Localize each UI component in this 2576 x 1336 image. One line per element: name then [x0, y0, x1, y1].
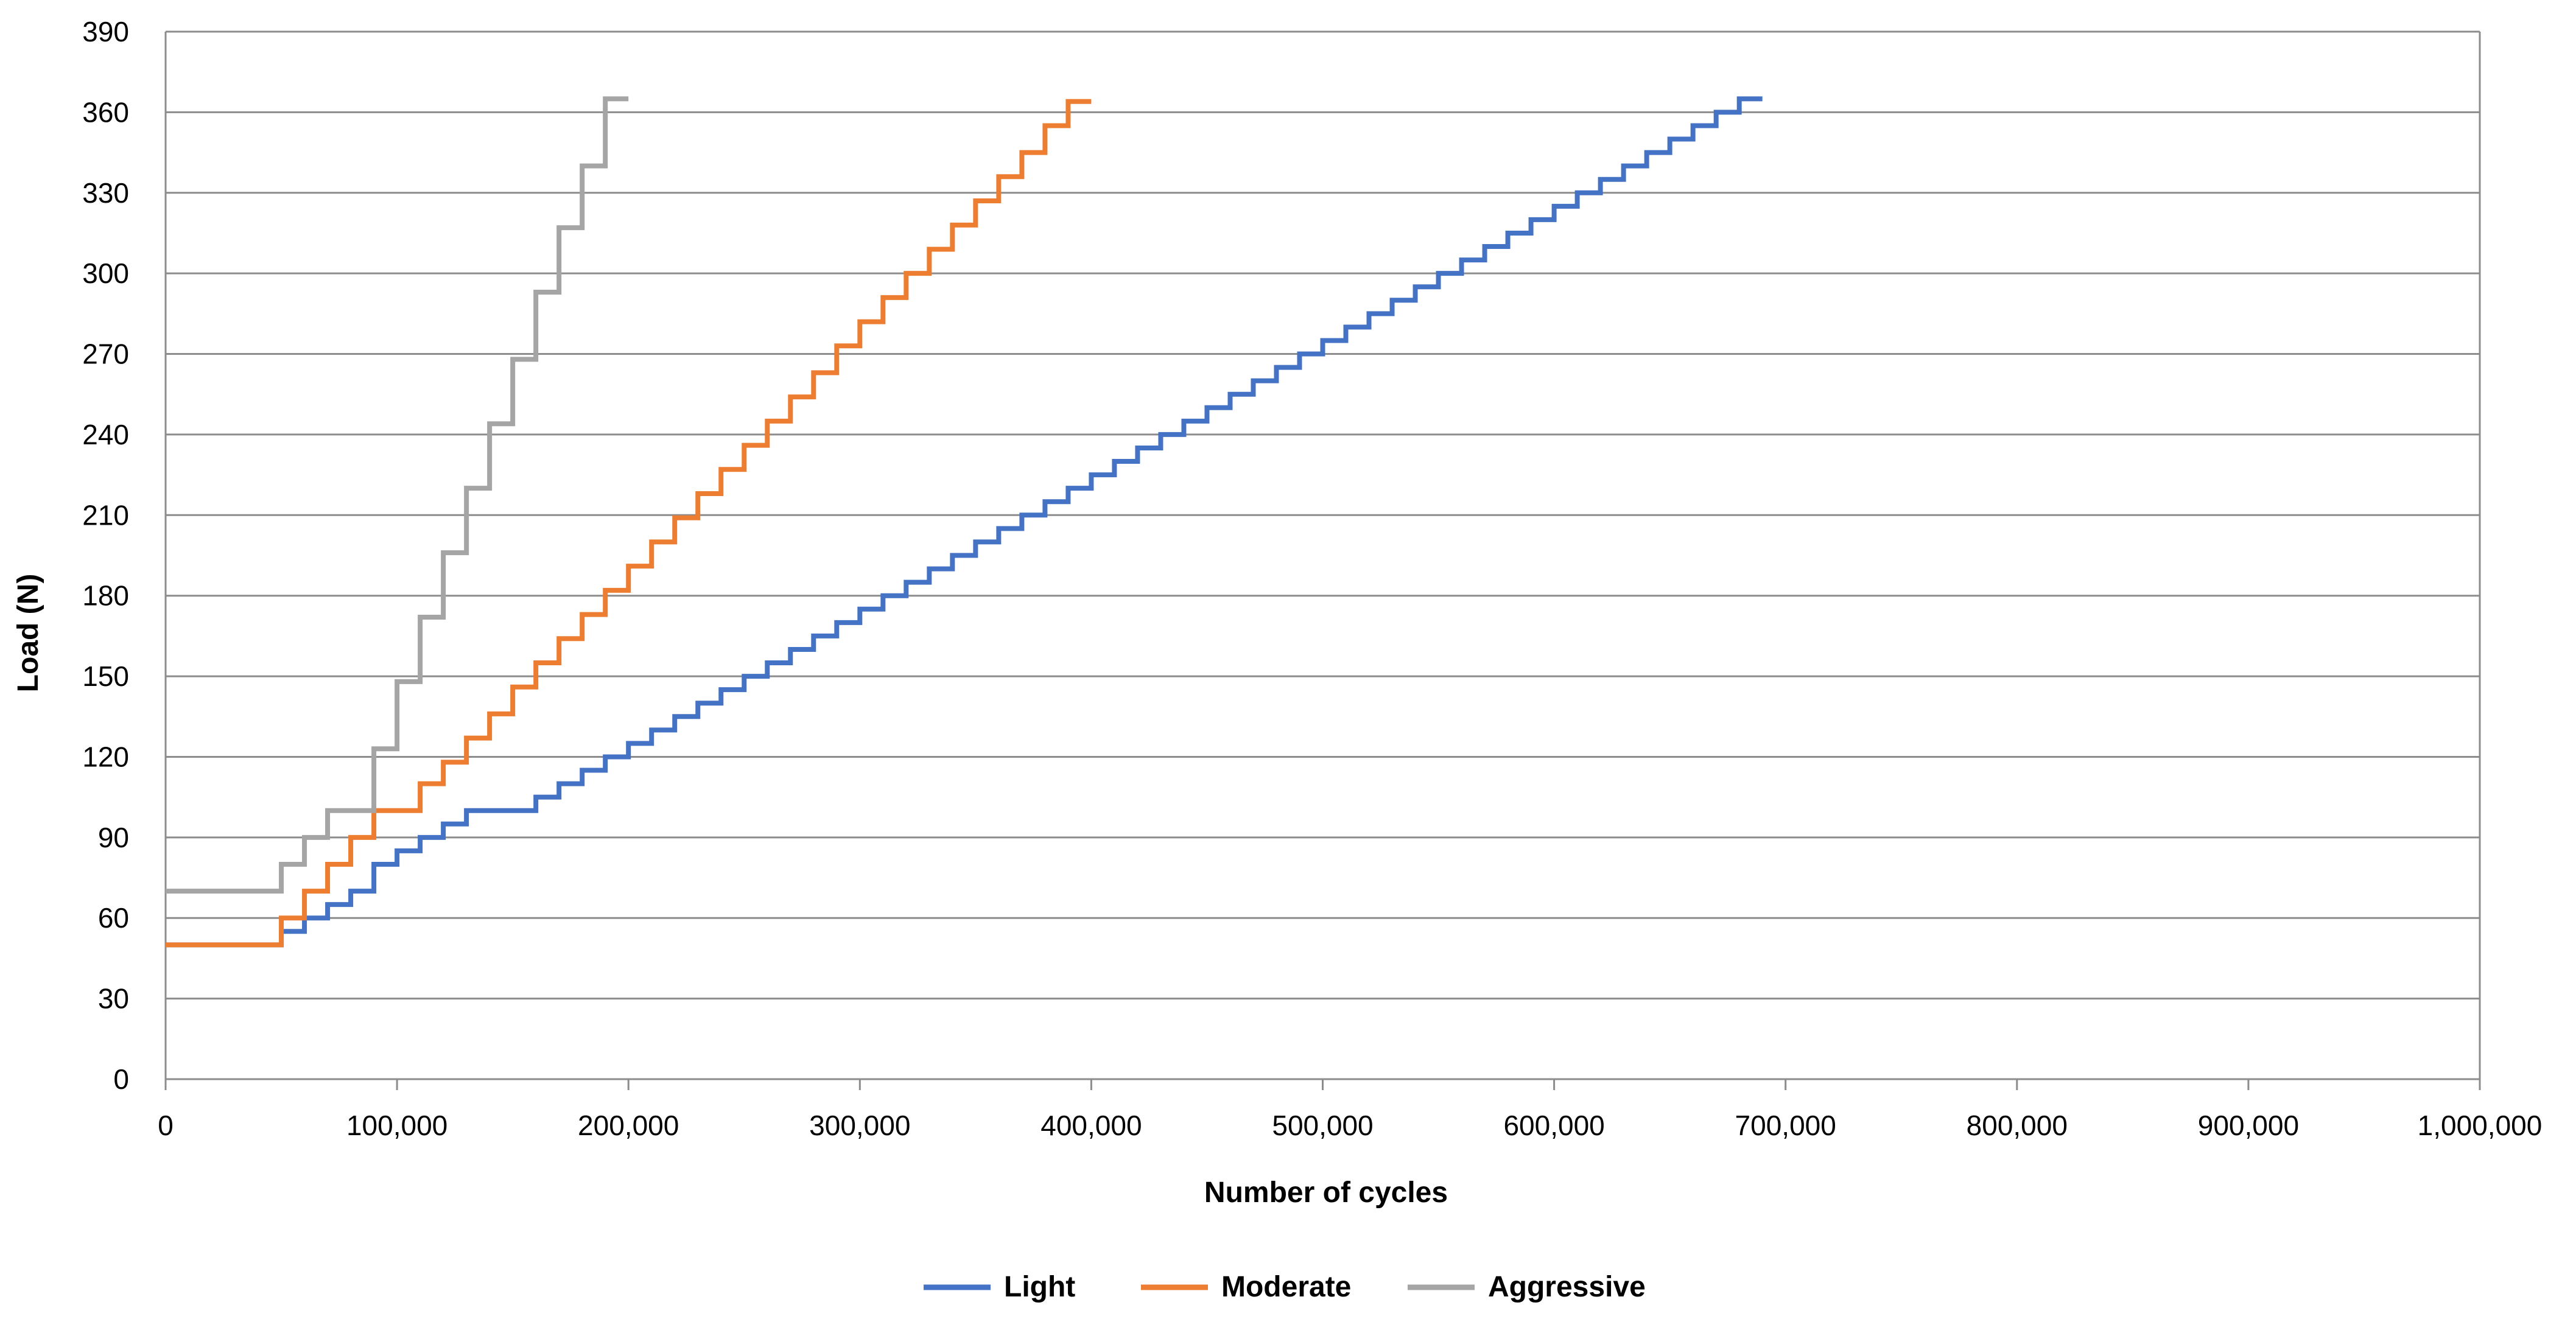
- x-tick-label: 800,000: [1967, 1110, 2068, 1141]
- x-tick-label: 0: [158, 1110, 174, 1141]
- legend-label-moderate: Moderate: [1221, 1271, 1351, 1303]
- y-tick-label: 30: [98, 983, 129, 1015]
- x-tick-label: 400,000: [1041, 1110, 1142, 1141]
- axes: [164, 32, 2481, 1090]
- y-tick-label: 120: [82, 741, 129, 772]
- x-tick-label: 200,000: [578, 1110, 679, 1141]
- legend: Light Moderate Aggressive: [924, 1271, 1646, 1303]
- series-line-light: [166, 96, 1763, 948]
- y-tick-label: 210: [82, 499, 129, 531]
- tick-labels: 0 30 60 90 120 150 180 210 240 270 300 330 360 390 0 10…: [82, 16, 2542, 1141]
- x-tick-label: 900,000: [2198, 1110, 2299, 1141]
- x-tick-label: 300,000: [809, 1110, 910, 1141]
- y-tick-label: 270: [82, 338, 129, 370]
- y-tick-label: 240: [82, 419, 129, 450]
- series-line-aggressive: [166, 96, 629, 894]
- y-tick-label: 360: [82, 96, 129, 128]
- y-tick-label: 150: [82, 660, 129, 692]
- x-tick-label: 100,000: [346, 1110, 447, 1141]
- y-tick-label: 0: [113, 1063, 129, 1095]
- x-axis-title: Number of cycles: [1204, 1177, 1448, 1209]
- y-tick-label: 300: [82, 257, 129, 289]
- x-tick-label: 600,000: [1503, 1110, 1604, 1141]
- legend-label-light: Light: [1004, 1271, 1075, 1303]
- series-lines: [166, 96, 1763, 948]
- x-tick-label: 1,000,000: [2418, 1110, 2543, 1141]
- series-line-moderate: [166, 99, 1092, 948]
- legend-label-aggressive: Aggressive: [1488, 1271, 1646, 1303]
- y-tick-label: 330: [82, 177, 129, 209]
- y-axis-title: Load (N): [12, 574, 44, 693]
- gridlines: [166, 30, 2480, 1000]
- y-tick-label: 180: [82, 580, 129, 612]
- x-tick-label: 500,000: [1272, 1110, 1373, 1141]
- x-tick-label: 700,000: [1735, 1110, 1836, 1141]
- y-tick-label: 390: [82, 16, 129, 47]
- y-tick-label: 60: [98, 902, 129, 934]
- y-tick-label: 90: [98, 822, 129, 853]
